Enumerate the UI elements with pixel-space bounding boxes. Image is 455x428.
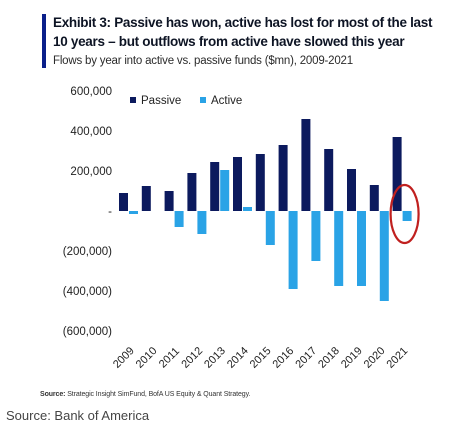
title-accent-bar [42,14,46,68]
x-tick-label: 2010 [134,345,160,371]
active-bar [243,207,252,211]
passive-bar [369,185,379,211]
passive-bar [255,154,265,211]
passive-bar [141,186,151,211]
image-caption: Source: Bank of America [6,408,150,423]
x-tick-label: 2015 [248,345,274,371]
highlight-circle [389,183,420,245]
y-tick-label: 400,000 [70,126,112,138]
passive-bar [233,157,242,211]
passive-bar [187,173,197,211]
x-tick-label: 2019 [339,345,365,371]
active-bar [265,211,275,245]
x-tick-label: 2021 [385,345,411,371]
chart-title: Exhibit 3: Passive has won, active has l… [53,15,433,49]
active-bar [334,211,344,286]
legend-swatch-active [200,97,206,103]
passive-bar [278,145,288,211]
source-label: Source: [40,391,66,398]
x-tick-label: 2018 [316,345,342,371]
passive-bar [301,119,311,211]
active-bar [402,211,412,221]
passive-bar [347,169,356,211]
x-tick-label: 2013 [202,345,228,371]
active-bar [129,211,138,214]
y-tick-label: (200,000) [63,246,112,258]
x-tick-label: 2011 [157,345,182,370]
x-tick-label: 2016 [271,345,297,371]
passive-bar [210,162,220,211]
y-tick-label: - [108,206,112,218]
passive-bar [324,149,334,211]
bar-chart: 600,000 400,000 200,000 - (200,000) (400,000)… [63,86,420,371]
legend-label-passive: Passive [141,95,181,107]
legend-label-active: Active [211,95,242,107]
passive-bar [119,193,128,211]
active-bar [197,211,207,234]
x-tick-label: 2020 [362,345,388,371]
x-tick-label: 2009 [111,345,137,371]
chart-subtitle: Flows by year into active vs. passive fu… [53,55,353,67]
active-bar [379,211,389,301]
passive-bar [164,191,174,211]
x-tick-label: 2012 [179,345,205,371]
x-tick-label: 2017 [293,345,319,371]
active-bar [174,211,184,227]
y-tick-label: 600,000 [70,86,112,98]
x-tick-label: 2014 [225,345,251,371]
source-text: Strategic Insight SimFund, BofA US Equit… [67,391,251,398]
source-note: Source: Strategic Insight SimFund, BofA … [40,391,250,398]
legend-swatch-passive [130,97,136,103]
y-tick-label: (400,000) [63,286,112,298]
active-bar [311,211,321,261]
active-bar [288,211,298,289]
active-bar [220,170,230,211]
active-bar [357,211,366,286]
y-tick-label: (600,000) [63,326,112,338]
passive-bar [392,137,402,211]
y-tick-label: 200,000 [70,166,112,178]
